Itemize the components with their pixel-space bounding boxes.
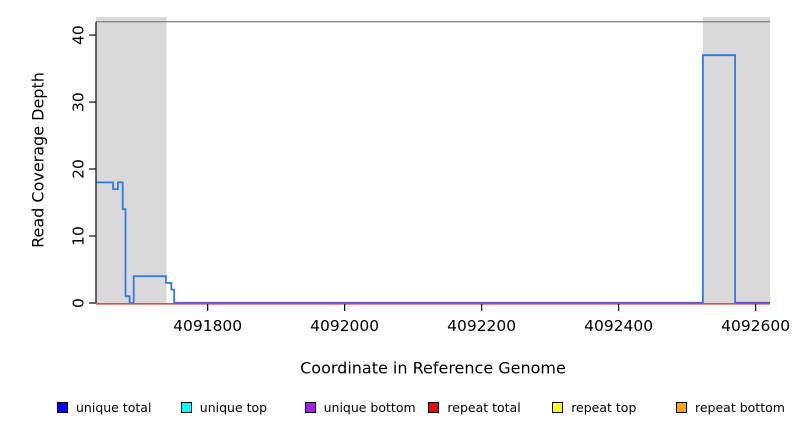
x-tick-label: 4091800 [173,317,242,335]
legend-label: repeat total [447,399,521,415]
legend-swatch-icon [676,401,687,413]
y-tick-label: 10 [70,226,88,246]
legend-item-repeat-total: repeat total [428,398,521,416]
legend-swatch-icon [180,401,192,413]
legend-label: unique top [199,399,268,415]
y-tick-label: 0 [70,298,88,308]
shaded-region [702,17,770,303]
y-axis-title: Read Coverage Depth [28,72,48,248]
legend-swatch-icon [57,401,68,413]
plot-canvas: 0 10 20 30 40 4091800 4092000 4092200 4092400 409… [70,17,790,335]
legend-label: unique total [76,399,152,415]
legend-label: unique bottom [323,399,416,415]
coverage-line [96,54,770,304]
x-tick-label: 4092600 [721,317,790,335]
legend-label: repeat bottom [695,399,785,415]
x-tick-label: 4092200 [447,317,516,335]
legend-item-unique-total: unique total [57,398,151,416]
legend-swatch-icon [428,401,440,413]
x-tick-label: 4092000 [310,317,379,335]
shaded-region [96,17,167,303]
legend-item-unique-bottom: unique bottom [304,398,416,416]
legend-swatch-icon [304,401,316,413]
legend: unique total unique top unique bottom repea… [0,398,792,418]
x-tick-label: 4092400 [584,317,653,335]
legend-label: repeat top [571,399,637,415]
y-tick-label: 20 [70,159,88,179]
legend-swatch-icon [552,401,564,413]
y-tick-label: 30 [70,92,88,112]
legend-item-unique-top: unique top [180,398,268,416]
legend-item-repeat-bottom: repeat bottom [676,398,785,416]
y-tick-label: 40 [70,25,88,45]
legend-item-repeat-top: repeat top [552,398,636,416]
x-axis-title: Coordinate in Reference Genome [300,358,566,378]
